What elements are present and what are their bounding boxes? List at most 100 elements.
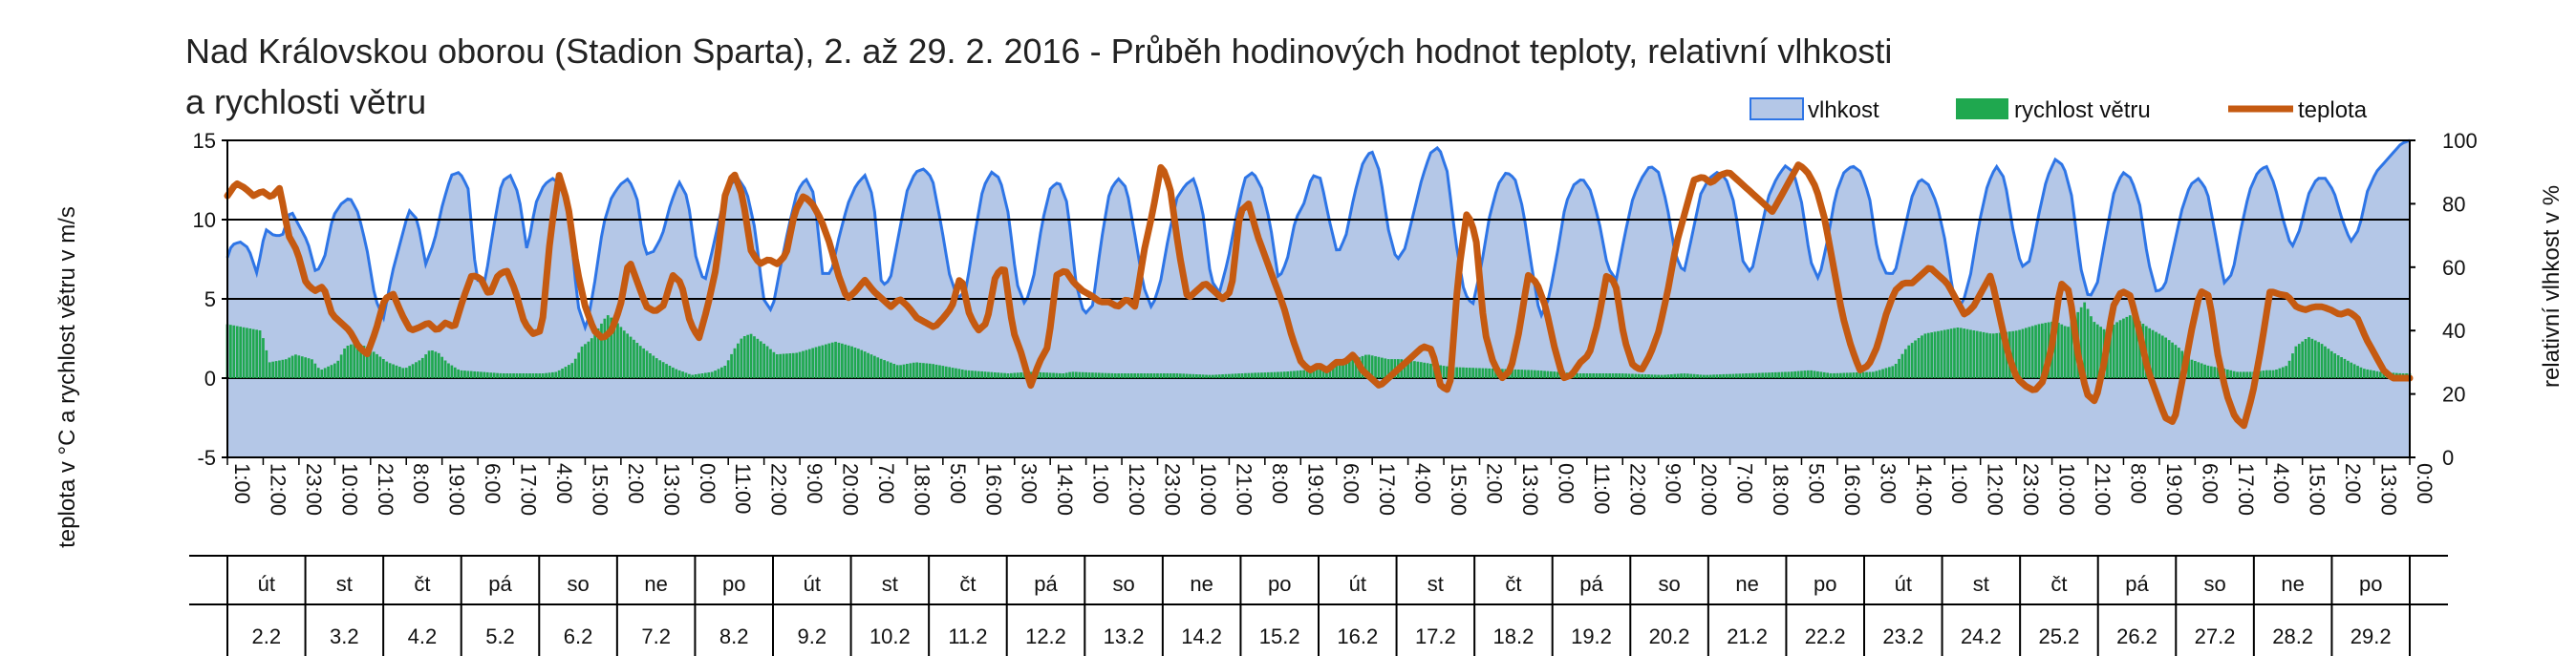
x-tick-label: 6:00 xyxy=(2198,463,2222,504)
day-name-label: ne xyxy=(644,572,667,596)
date-label: 26.2 xyxy=(2116,624,2157,648)
y-right-tick-label: 40 xyxy=(2442,319,2465,343)
wind-bar xyxy=(1692,373,1696,378)
x-tick-label: 4:00 xyxy=(552,463,576,504)
wind-bar xyxy=(469,370,473,378)
wind-bar xyxy=(756,338,760,378)
wind-bar xyxy=(938,365,941,378)
wind-bar xyxy=(1523,370,1527,378)
wind-bar xyxy=(1754,372,1758,378)
wind-bar xyxy=(1221,374,1224,378)
wind-bar xyxy=(1790,371,1793,378)
legend-label-temperature: teplota xyxy=(2298,97,2368,123)
day-name-label: čt xyxy=(2050,572,2067,596)
x-tick-label: 20:00 xyxy=(1697,463,1721,516)
wind-bar xyxy=(941,366,945,378)
wind-bar xyxy=(860,349,864,378)
x-tick-label: 7:00 xyxy=(874,463,898,504)
wind-bar xyxy=(453,367,457,378)
wind-bar xyxy=(1660,374,1664,378)
wind-bar xyxy=(2079,307,2083,378)
wind-bar xyxy=(1286,371,1290,378)
wind-bar xyxy=(1664,374,1666,378)
wind-bar xyxy=(2132,316,2136,378)
wind-bar xyxy=(1621,373,1624,378)
wind-bar xyxy=(573,358,577,378)
wind-bar xyxy=(971,370,974,378)
x-tick-label: 15:00 xyxy=(2306,463,2329,516)
y-right-tick-label: 100 xyxy=(2442,129,2478,153)
wind-bar xyxy=(1175,373,1179,378)
wind-bar xyxy=(1191,373,1195,378)
x-tick-label: 13:00 xyxy=(2377,463,2401,516)
wind-bar xyxy=(2356,366,2359,378)
wind-bar xyxy=(1097,372,1101,378)
wind-bar xyxy=(525,373,528,378)
wind-bar xyxy=(2197,362,2200,378)
wind-bar xyxy=(1604,373,1608,378)
wind-bar xyxy=(2297,344,2301,378)
wind-bar xyxy=(665,364,668,378)
y-right-tick-label: 0 xyxy=(2442,446,2454,470)
date-label: 21.2 xyxy=(1727,624,1768,648)
wind-bar xyxy=(1784,371,1787,378)
wind-bar xyxy=(1101,372,1105,378)
wind-bar xyxy=(1641,373,1644,378)
wind-bar xyxy=(2112,324,2115,378)
wind-bar xyxy=(710,371,714,378)
wind-bar xyxy=(811,348,815,378)
x-tick-label: 17:00 xyxy=(1375,463,1399,516)
wind-bar xyxy=(1071,371,1075,378)
wind-bar xyxy=(769,349,772,378)
x-tick-label: 0:00 xyxy=(2413,463,2436,504)
day-name-label: so xyxy=(2203,572,2225,596)
wind-bar xyxy=(1006,373,1010,378)
date-label: 25.2 xyxy=(2039,624,2080,648)
wind-bar xyxy=(431,350,434,378)
wind-bar xyxy=(626,333,630,378)
wind-bar xyxy=(2171,342,2174,378)
wind-bar xyxy=(1205,374,1208,378)
wind-bar xyxy=(522,373,526,378)
wind-bar xyxy=(1289,370,1293,378)
x-tick-label: 9:00 xyxy=(1662,463,1685,504)
wind-bar xyxy=(1020,372,1022,378)
wind-bar xyxy=(258,330,262,378)
date-label: 20.2 xyxy=(1649,624,1690,648)
wind-bar xyxy=(388,363,392,378)
wind-bar xyxy=(294,354,297,378)
wind-bar xyxy=(1179,373,1182,378)
wind-bar xyxy=(944,366,948,378)
y-left-tick-label: 10 xyxy=(193,208,216,232)
x-tick-label: 16:00 xyxy=(981,463,1005,516)
wind-bar xyxy=(1793,370,1797,378)
wind-bar xyxy=(485,371,489,378)
wind-bar xyxy=(1757,372,1761,378)
wind-bar xyxy=(1731,373,1735,378)
wind-bar xyxy=(1016,372,1020,378)
wind-bar xyxy=(1592,373,1596,378)
wind-bar xyxy=(1201,374,1205,378)
wind-bar xyxy=(1988,333,1992,378)
x-tick-label: 2:00 xyxy=(2341,463,2365,504)
wind-bar xyxy=(1052,372,1055,378)
wind-bar xyxy=(1364,354,1367,378)
wind-bar xyxy=(2200,363,2203,378)
wind-bar xyxy=(1998,332,2002,378)
wind-bar xyxy=(2118,320,2122,378)
wind-bar xyxy=(541,373,545,378)
wind-bar xyxy=(2135,318,2138,378)
wind-bar xyxy=(795,352,799,378)
wind-bar xyxy=(2239,371,2243,378)
wind-bar xyxy=(2259,370,2262,378)
wind-bar xyxy=(990,371,994,378)
wind-bar xyxy=(1578,373,1582,378)
wind-bar xyxy=(834,341,837,378)
wind-bar xyxy=(1240,373,1244,378)
wind-bar xyxy=(420,357,424,378)
wind-bar xyxy=(2352,364,2356,378)
wind-bar xyxy=(1231,373,1234,378)
wind-bar xyxy=(1254,372,1257,378)
wind-bar xyxy=(2248,371,2252,378)
wind-bar xyxy=(948,367,952,378)
